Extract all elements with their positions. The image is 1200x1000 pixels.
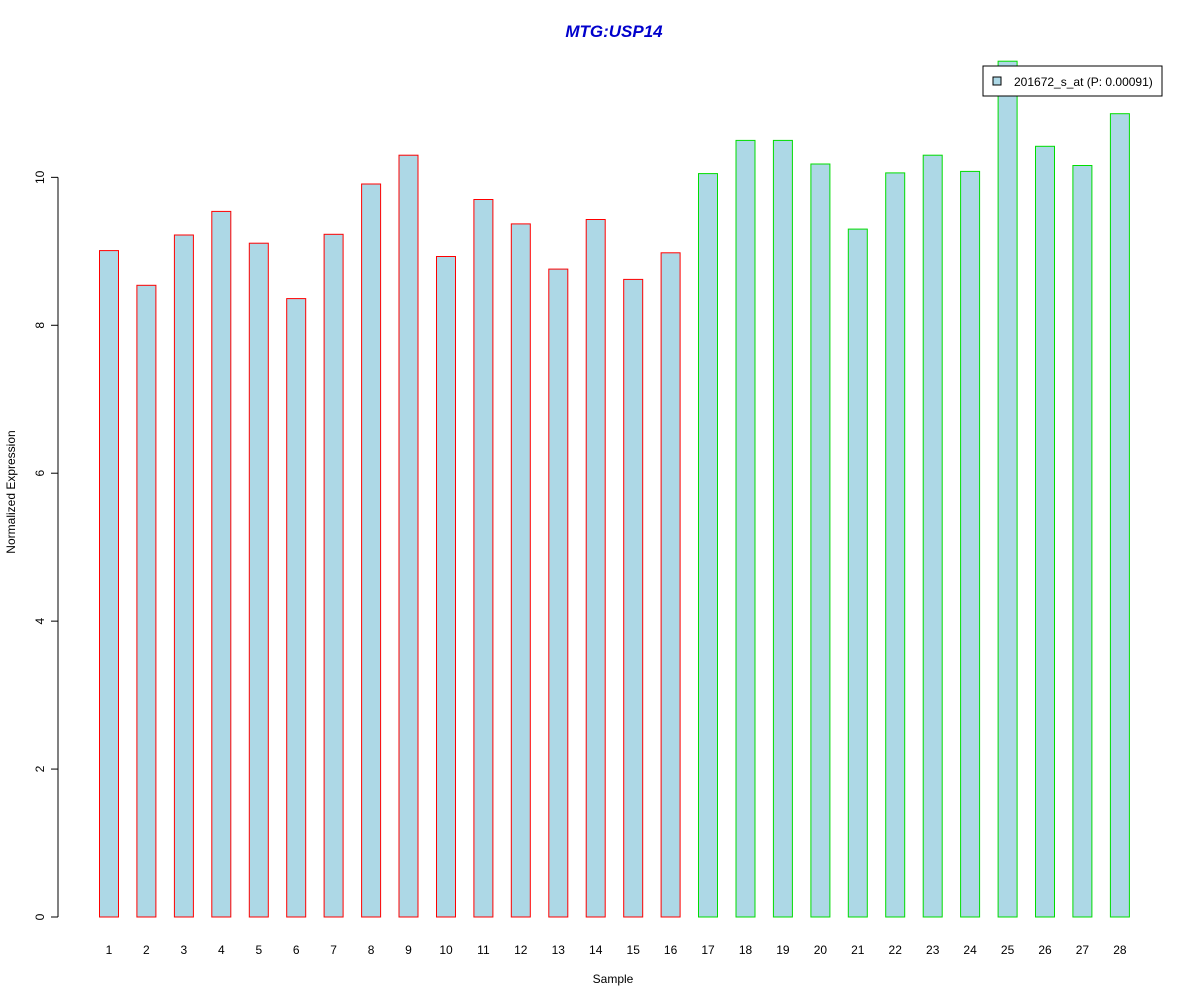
x-tick-label: 3 (181, 943, 188, 957)
bars (99, 60, 1130, 918)
bar-sample-4 (211, 210, 232, 918)
x-tick-label: 24 (963, 943, 977, 957)
x-tick-label: 17 (701, 943, 715, 957)
legend-box (982, 65, 1163, 97)
x-tick-label: 22 (889, 943, 903, 957)
bar-sample-26 (1035, 145, 1055, 918)
bar-sample-13 (548, 268, 569, 918)
x-tick-label: 6 (293, 943, 300, 957)
y-tick-label: 4 (33, 617, 47, 624)
x-tick-label: 27 (1076, 943, 1090, 957)
x-tick-label: 26 (1038, 943, 1052, 957)
x-tick-label: 15 (627, 943, 641, 957)
bar-sample-10 (436, 256, 456, 918)
bar-sample-24 (960, 170, 981, 918)
bar-sample-22 (885, 172, 906, 918)
x-axis-title: Sample (593, 972, 634, 986)
y-tick-label: 0 (33, 913, 47, 920)
bar-sample-18 (735, 139, 756, 918)
bar-sample-11 (473, 199, 494, 918)
x-tick-label: 14 (589, 943, 603, 957)
x-tick-label: 16 (664, 943, 678, 957)
bar-sample-5 (248, 242, 269, 918)
x-tick-label: 10 (439, 943, 453, 957)
bar-sample-21 (847, 228, 868, 918)
bar-sample-12 (510, 223, 531, 918)
x-tick-label: 19 (776, 943, 790, 957)
x-tick-label: 20 (814, 943, 828, 957)
x-tick-label: 5 (255, 943, 262, 957)
bar-sample-28 (1109, 113, 1130, 918)
bar-sample-25 (997, 60, 1018, 918)
x-tick-label: 18 (739, 943, 753, 957)
x-tick-label: 25 (1001, 943, 1015, 957)
bar-sample-1 (99, 250, 119, 918)
bar-sample-17 (698, 173, 718, 918)
bar-sample-15 (623, 278, 644, 918)
x-tick-label: 13 (552, 943, 566, 957)
x-tick-label: 7 (330, 943, 337, 957)
legend-entry: 201672_s_at (P: 0.00091) (1014, 75, 1153, 89)
x-tick-label: 28 (1113, 943, 1127, 957)
bar-sample-19 (772, 139, 793, 918)
x-tick-labels: 1 2 3 4 5 6 7 8 9 10 11 12 13 14 15 16 17 18 19 20 21 22 23 24 2… (106, 943, 1127, 957)
x-tick-label: 8 (368, 943, 375, 957)
legend: 201672_s_at (P: 0.00091) (982, 65, 1163, 97)
y-tick-label: 6 (33, 470, 47, 477)
bar-sample-16 (660, 252, 681, 918)
y-axis: 0 2 4 6 8 10 (33, 170, 59, 920)
bar-sample-3 (173, 234, 194, 918)
x-tick-label: 4 (218, 943, 225, 957)
legend-swatch (992, 76, 1002, 86)
chart-title: MTG:USP14 (565, 22, 663, 41)
x-tick-label: 9 (405, 943, 412, 957)
x-tick-label: 11 (477, 943, 490, 957)
y-axis-title: Normalized Expression (4, 430, 18, 553)
y-tick-label: 2 (33, 765, 47, 772)
y-tick-label: 8 (33, 322, 47, 329)
x-tick-label: 12 (514, 943, 528, 957)
bar-sample-2 (136, 284, 157, 918)
x-tick-label: 1 (106, 943, 113, 957)
bar-sample-20 (810, 163, 831, 918)
x-tick-label: 23 (926, 943, 940, 957)
bar-sample-27 (1072, 165, 1093, 918)
y-tick-label: 10 (33, 170, 47, 184)
bar-sample-6 (286, 298, 307, 918)
bar-sample-8 (361, 183, 382, 918)
bar-sample-14 (585, 219, 606, 918)
x-tick-label: 2 (143, 943, 150, 957)
bar-sample-23 (922, 154, 943, 918)
bar-sample-7 (323, 233, 344, 918)
bar-sample-9 (398, 154, 419, 918)
x-tick-label: 21 (851, 943, 865, 957)
